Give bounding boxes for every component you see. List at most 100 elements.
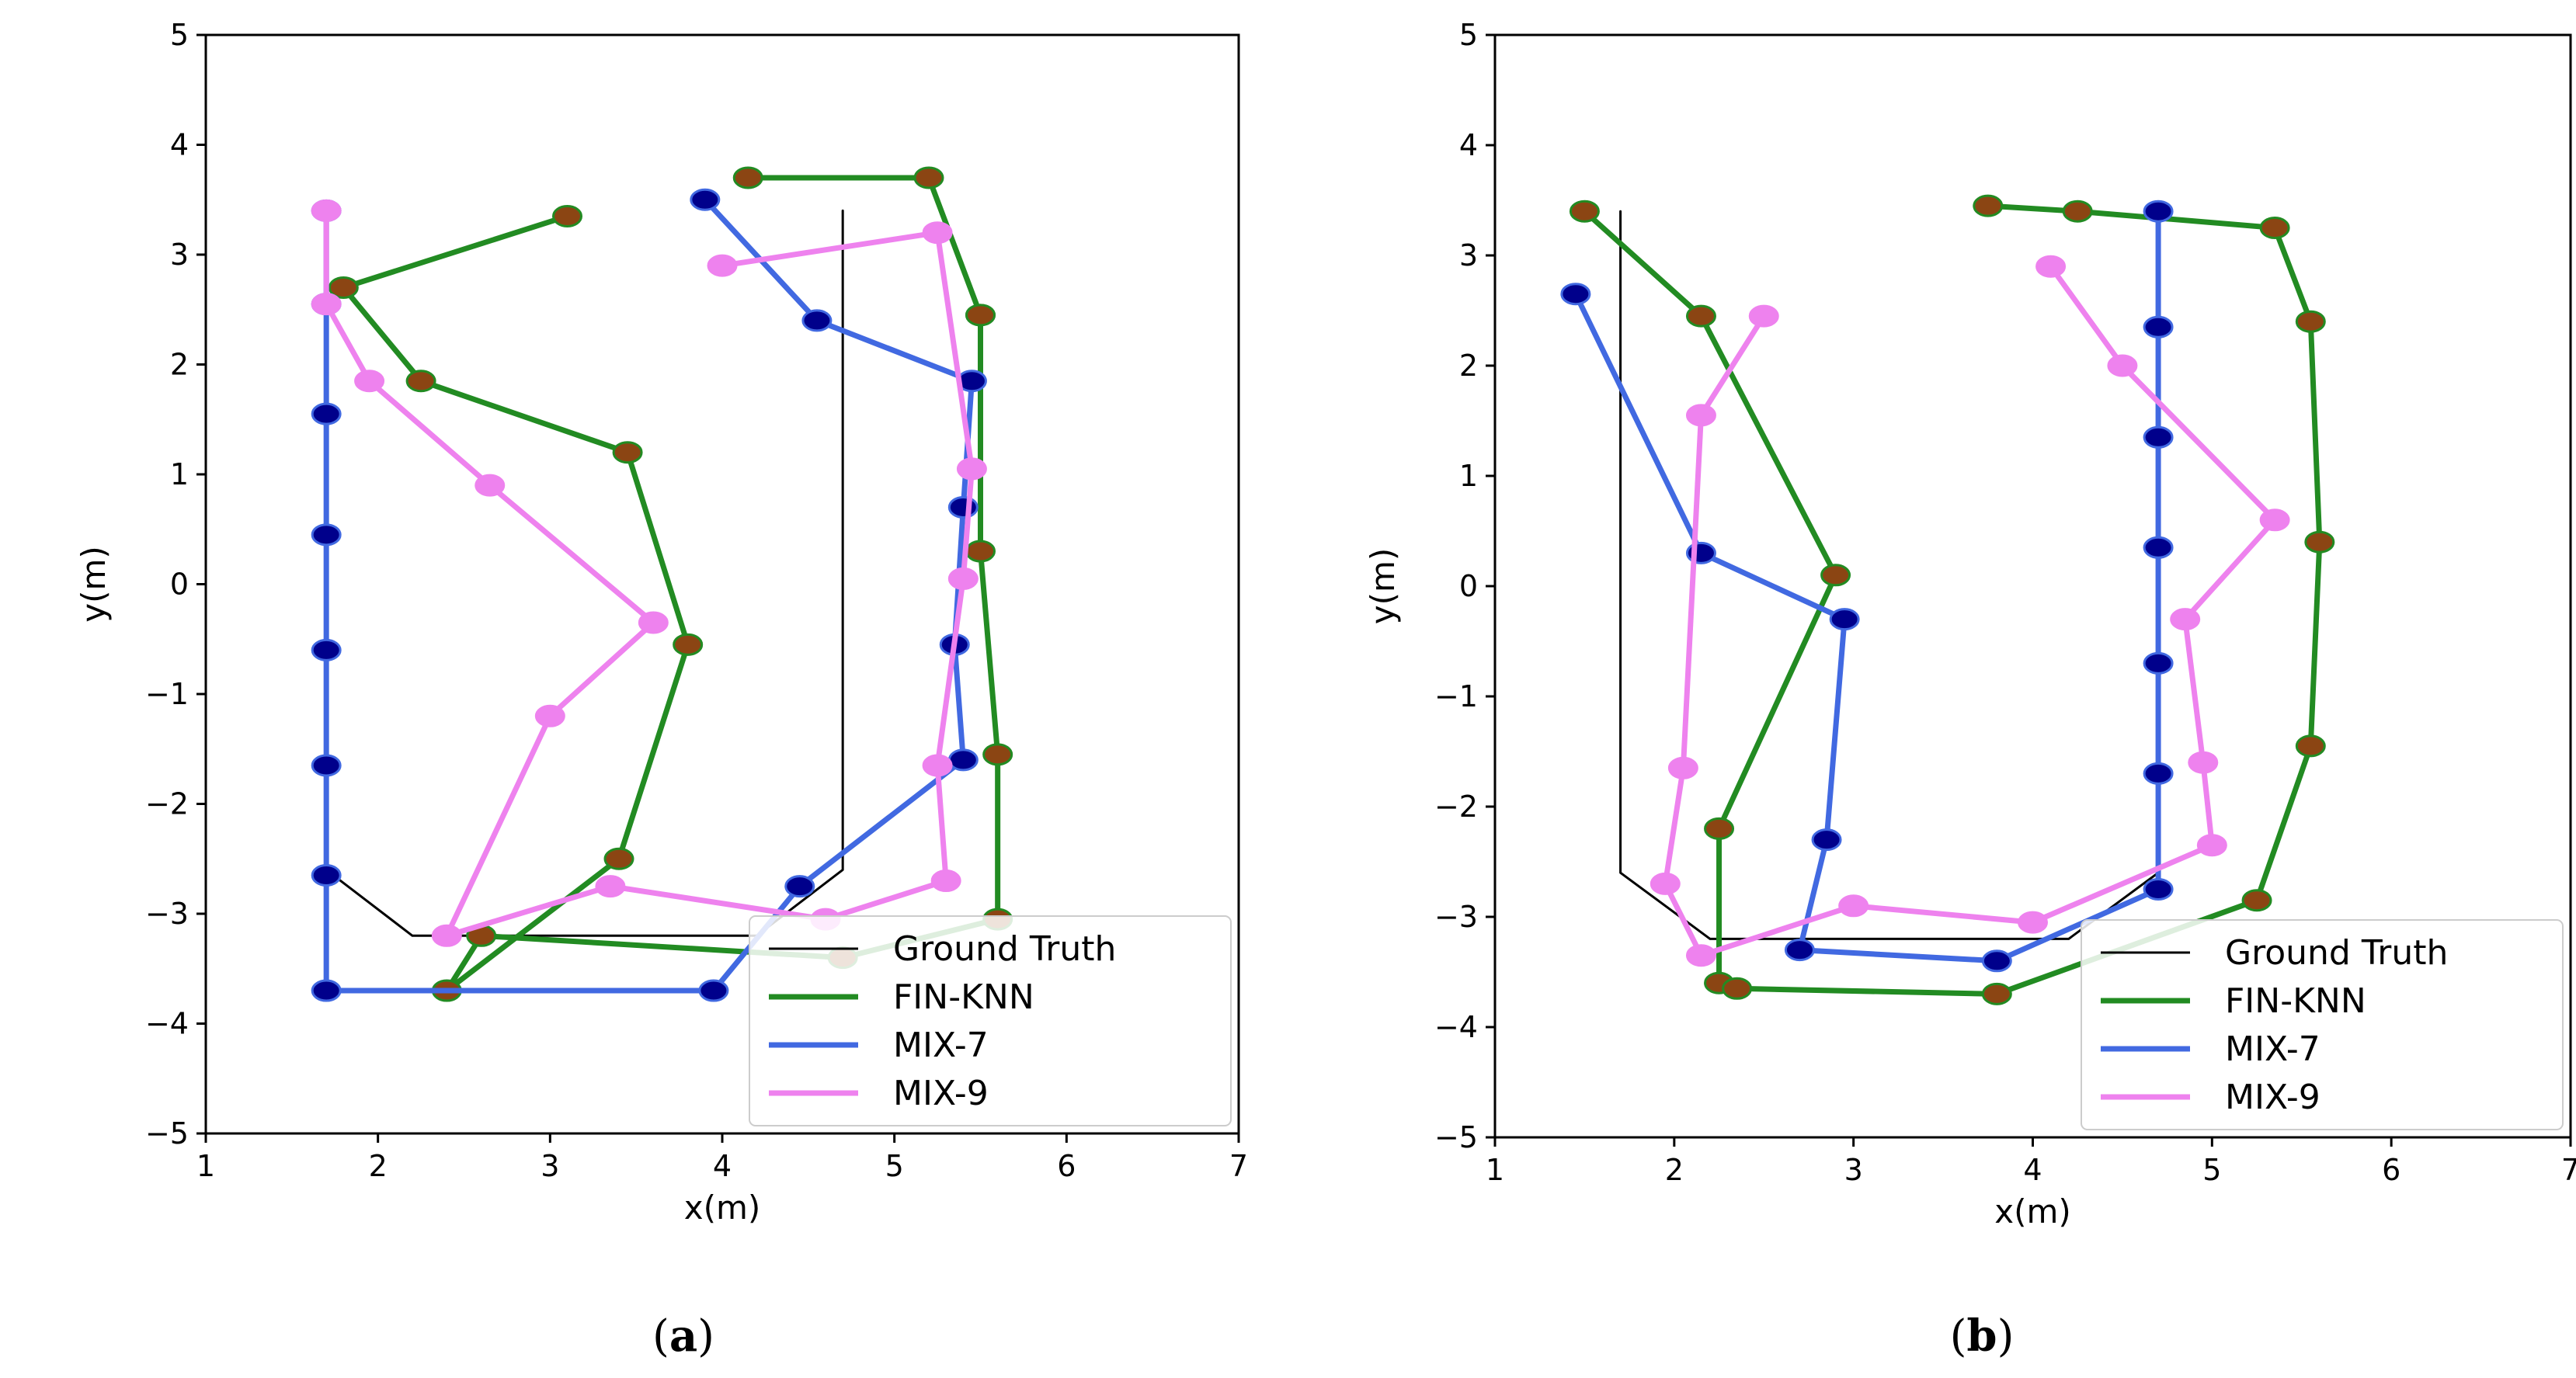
data-point-mix-9 bbox=[638, 611, 669, 634]
data-point-fin-knn bbox=[732, 166, 763, 189]
data-point-fin-knn bbox=[2295, 734, 2326, 758]
data-point-mix-9 bbox=[2035, 255, 2067, 278]
legend-label: MIX-7 bbox=[893, 1026, 989, 1065]
data-point-mix-9 bbox=[1838, 894, 1869, 918]
data-point-mix-9 bbox=[534, 704, 565, 727]
data-point-mix-9 bbox=[2196, 834, 2227, 857]
data-point-fin-knn bbox=[612, 441, 643, 464]
y-axis-label: y(m) bbox=[1364, 548, 1402, 625]
data-point-mix-7 bbox=[947, 495, 979, 519]
data-point-mix-9 bbox=[1685, 944, 1716, 967]
x-tick-label: 7 bbox=[1229, 1149, 1248, 1183]
y-tick-label: 1 bbox=[170, 457, 189, 491]
y-tick-label: −5 bbox=[1434, 1120, 1478, 1154]
data-point-fin-knn bbox=[1981, 982, 2012, 1005]
data-point-mix-7 bbox=[1784, 939, 1815, 962]
data-point-mix-7 bbox=[311, 754, 342, 777]
x-tick-label: 4 bbox=[2023, 1153, 2042, 1187]
y-tick-label: 3 bbox=[1459, 238, 1478, 272]
data-point-mix-7 bbox=[947, 748, 979, 772]
data-point-mix-7 bbox=[311, 979, 342, 1002]
y-tick-label: 4 bbox=[1459, 128, 1478, 162]
data-point-mix-7 bbox=[1811, 828, 1842, 852]
data-point-mix-9 bbox=[922, 221, 953, 245]
data-point-fin-knn bbox=[673, 633, 704, 656]
data-point-fin-knn bbox=[965, 304, 996, 327]
data-point-mix-9 bbox=[1748, 304, 1779, 328]
data-point-mix-7 bbox=[2143, 200, 2174, 223]
data-point-mix-9 bbox=[1650, 872, 1681, 895]
caption-close-paren: ) bbox=[1997, 1311, 2015, 1362]
legend bbox=[749, 915, 1232, 1126]
legend-label: Ground Truth bbox=[893, 929, 1116, 969]
data-point-fin-knn bbox=[552, 204, 582, 227]
x-tick-label: 3 bbox=[541, 1149, 559, 1183]
x-axis-label: x(m) bbox=[684, 1189, 761, 1227]
data-point-fin-knn bbox=[2062, 200, 2093, 223]
y-tick-label: 5 bbox=[170, 18, 189, 52]
y-tick-label: 3 bbox=[170, 238, 189, 272]
y-tick-label: 2 bbox=[170, 348, 189, 382]
y-tick-label: 5 bbox=[1459, 18, 1478, 52]
data-point-fin-knn bbox=[2241, 889, 2272, 912]
y-tick-label: −2 bbox=[1434, 790, 1478, 824]
data-point-mix-9 bbox=[930, 869, 961, 893]
data-point-mix-9 bbox=[707, 254, 738, 277]
data-point-mix-9 bbox=[2018, 911, 2048, 934]
y-tick-label: −4 bbox=[1434, 1010, 1478, 1044]
data-point-fin-knn bbox=[405, 370, 436, 393]
legend-label: MIX-7 bbox=[2225, 1029, 2320, 1069]
y-tick-label: 4 bbox=[170, 128, 189, 162]
caption-letter: a bbox=[669, 1310, 697, 1362]
y-tick-label: −2 bbox=[145, 787, 189, 821]
legend-label: FIN-KNN bbox=[893, 977, 1034, 1017]
y-tick-label: −3 bbox=[1434, 900, 1478, 934]
y-tick-label: −1 bbox=[145, 677, 189, 711]
data-point-mix-9 bbox=[311, 293, 342, 316]
data-point-mix-7 bbox=[1560, 283, 1591, 306]
data-point-mix-7 bbox=[801, 309, 833, 332]
data-point-fin-knn bbox=[1820, 564, 1851, 587]
y-tick-label: 1 bbox=[1459, 459, 1478, 493]
data-point-fin-knn bbox=[2259, 217, 2290, 239]
caption-open-paren: ( bbox=[1950, 1311, 1967, 1362]
data-point-mix-7 bbox=[784, 875, 815, 898]
caption-open-paren: ( bbox=[652, 1311, 669, 1362]
data-point-mix-7 bbox=[311, 863, 342, 887]
data-point-mix-7 bbox=[2143, 651, 2174, 675]
y-tick-label: 0 bbox=[170, 568, 189, 602]
data-point-fin-knn bbox=[965, 540, 996, 563]
data-point-mix-9 bbox=[2107, 354, 2138, 377]
data-point-mix-9 bbox=[947, 567, 979, 590]
y-tick-label: 2 bbox=[1459, 349, 1478, 383]
data-point-mix-7 bbox=[2143, 762, 2174, 785]
data-point-mix-7 bbox=[311, 402, 342, 425]
y-tick-label: −5 bbox=[145, 1116, 189, 1151]
y-tick-label: 0 bbox=[1459, 569, 1478, 603]
data-point-fin-knn bbox=[1722, 977, 1753, 1000]
data-point-mix-9 bbox=[354, 370, 385, 393]
data-point-mix-9 bbox=[2259, 509, 2290, 532]
x-tick-label: 1 bbox=[1486, 1153, 1504, 1187]
legend bbox=[2081, 919, 2564, 1130]
data-point-fin-knn bbox=[982, 743, 1013, 766]
x-tick-label: 4 bbox=[713, 1149, 732, 1183]
data-point-mix-9 bbox=[431, 924, 462, 947]
data-point-mix-9 bbox=[2188, 751, 2219, 774]
x-tick-label: 6 bbox=[1057, 1149, 1076, 1183]
legend-label: Ground Truth bbox=[2225, 933, 2448, 973]
x-tick-label: 5 bbox=[885, 1149, 904, 1183]
x-axis-label: x(m) bbox=[1994, 1192, 2071, 1230]
data-point-mix-7 bbox=[2143, 425, 2174, 449]
legend-label: MIX-9 bbox=[893, 1074, 989, 1113]
panel-caption: (b) bbox=[1950, 1310, 2015, 1362]
data-point-fin-knn bbox=[1685, 304, 1716, 328]
x-tick-label: 5 bbox=[2202, 1153, 2221, 1187]
data-point-mix-7 bbox=[2143, 315, 2174, 338]
y-tick-label: −4 bbox=[145, 1007, 189, 1041]
data-point-mix-7 bbox=[2143, 878, 2174, 901]
data-point-mix-7 bbox=[1829, 608, 1860, 631]
data-point-mix-9 bbox=[595, 875, 626, 898]
data-point-mix-9 bbox=[922, 754, 953, 777]
